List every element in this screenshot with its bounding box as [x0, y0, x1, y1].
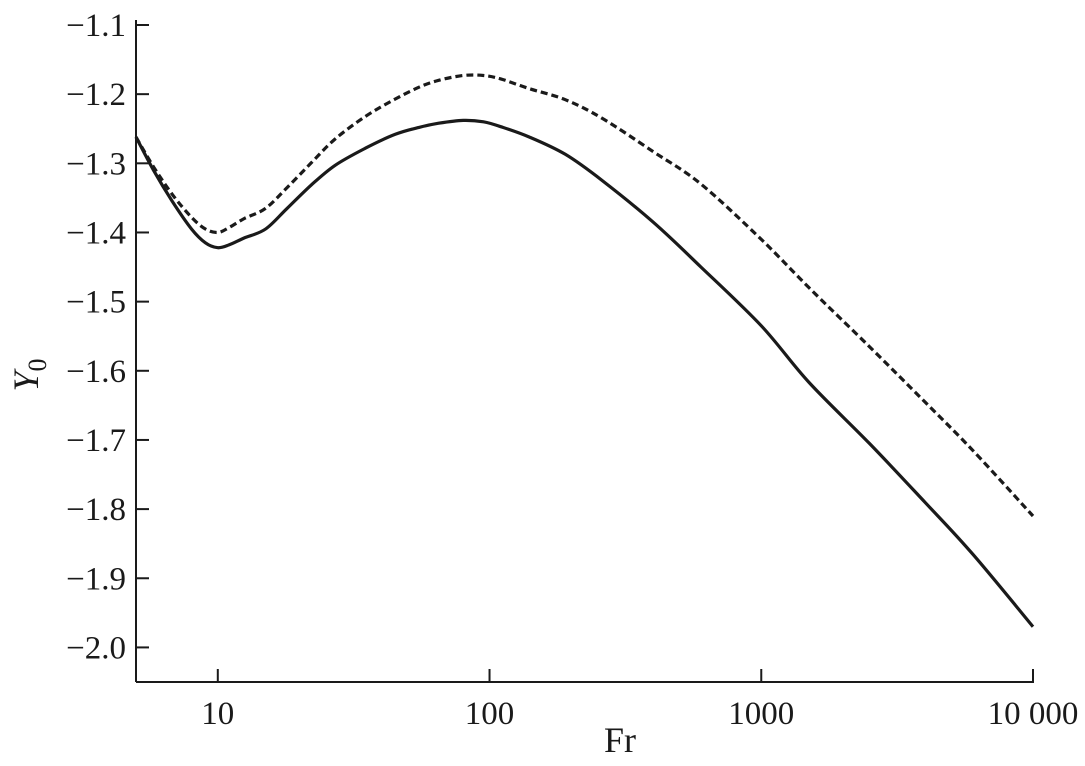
solid-series-line	[134, 118, 1035, 628]
y-tick-label: −1.2	[66, 77, 126, 113]
y-axis-label-subscript: 0	[23, 358, 52, 371]
y-axis: −1.1 −1.2 −1.3 −1.4 −1.5 −1.6 −1.7 −1.8 −1.9 −2.0	[66, 8, 149, 682]
y-axis-label-main: Y	[6, 368, 46, 392]
y-tick-label: −1.3	[66, 146, 126, 182]
y-tick-label: −1.1	[66, 8, 126, 44]
x-axis: 10 100 1000 10 000	[136, 669, 1078, 732]
y-tick-label: −1.7	[66, 423, 126, 459]
x-axis-label: Fr	[604, 720, 636, 760]
y-tick-label: −1.4	[66, 215, 126, 251]
y-axis-label: Y0	[6, 358, 52, 391]
x-tick-label: 10	[201, 696, 234, 732]
series-layer	[134, 73, 1035, 628]
x-tick-label: 10 000	[988, 696, 1079, 732]
dashed-series-line	[134, 73, 1035, 518]
y-tick-label: −2.0	[66, 630, 126, 666]
y-tick-label: −1.6	[66, 354, 126, 390]
x-tick-label: 1000	[728, 696, 794, 732]
y-tick-label: −1.8	[66, 492, 126, 528]
y-tick-label: −1.5	[66, 285, 126, 321]
y-tick-label: −1.9	[66, 561, 126, 597]
x-tick-label: 100	[465, 696, 515, 732]
